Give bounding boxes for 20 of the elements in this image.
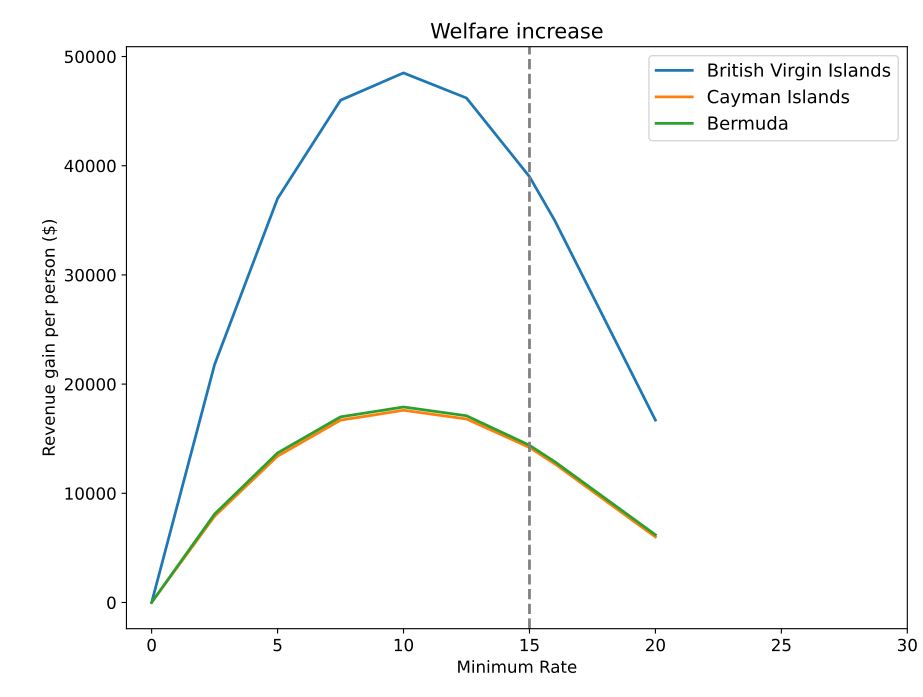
x-tick-label: 0 [147,638,156,652]
y-axis-title: Revenue gain per person ($) [42,220,58,456]
legend-label: Cayman Islands [708,89,850,107]
x-tick-label: 30 [898,638,917,652]
y-tick-label: 40000 [64,160,116,172]
y-tick-label: 30000 [64,268,116,282]
x-tick-label: 5 [274,638,282,652]
y-tick-label: 10000 [66,487,116,500]
y-tick-label: 0 [107,596,116,610]
x-tick-label: 25 [772,638,791,652]
y-tick-label: 20000 [64,378,116,391]
legend-label: British Virgin Islands [708,62,890,80]
line-series [150,72,657,604]
y-tick-label: 50000 [64,50,116,64]
chart-title: Welfare increase [430,22,602,39]
x-tick-label: 15 [520,638,539,652]
x-axis-title: Minimum Rate [458,660,576,674]
x-tick-label: 20 [646,638,665,652]
legend-label: Bermuda [708,116,788,130]
x-tick-label: 10 [394,638,414,652]
